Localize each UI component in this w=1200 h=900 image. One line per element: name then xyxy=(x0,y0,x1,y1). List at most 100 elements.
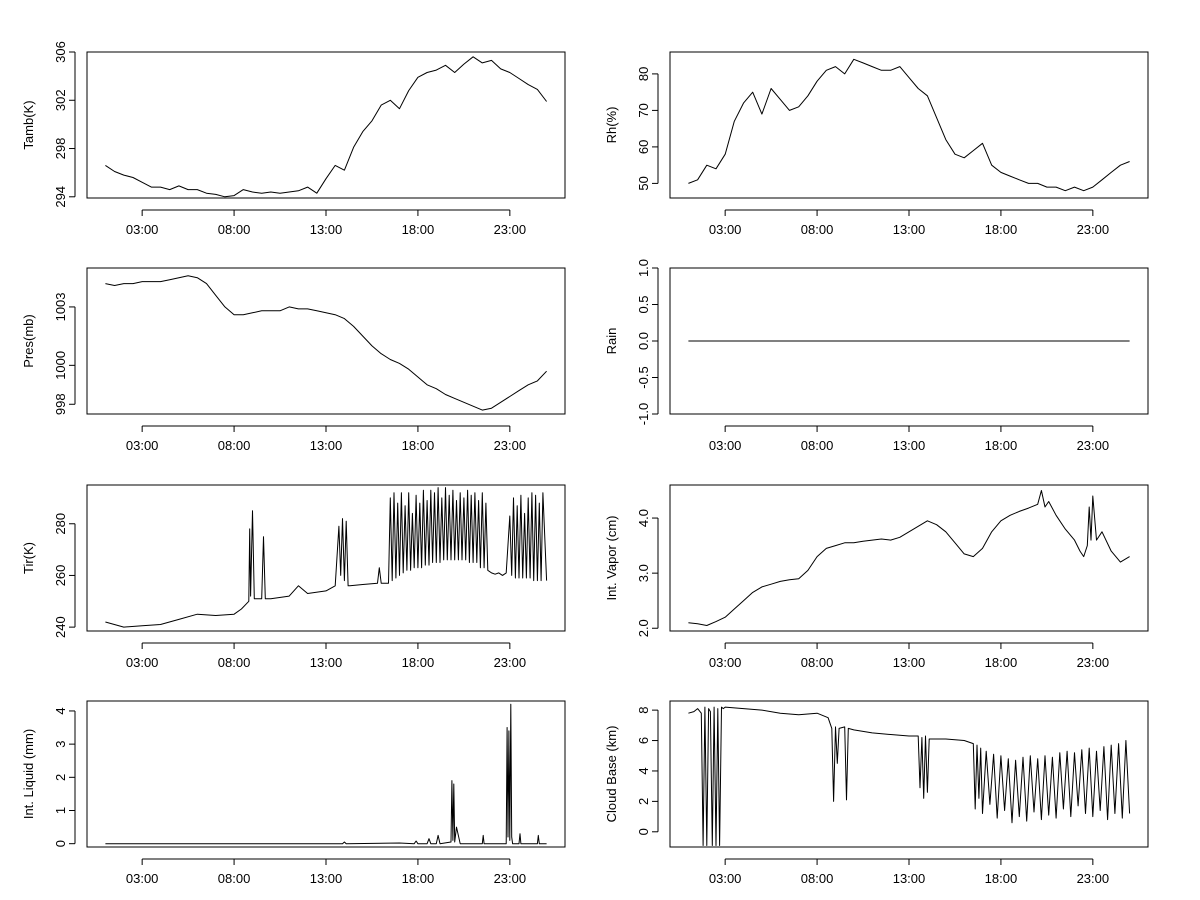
x-tick-label: 13:00 xyxy=(893,655,926,670)
y-tick-label: 294 xyxy=(53,186,68,208)
y-axis-title: Int. Liquid (mm) xyxy=(21,729,36,819)
y-tick-label: 2 xyxy=(636,798,651,805)
x-tick-label: 18:00 xyxy=(402,871,435,886)
y-tick-label: 306 xyxy=(53,41,68,63)
x-tick-label: 18:00 xyxy=(402,438,435,453)
y-tick-label: 1 xyxy=(53,807,68,814)
y-axis-title: Rain xyxy=(604,328,619,355)
x-tick-label: 23:00 xyxy=(1077,655,1110,670)
y-axis-title: Pres(mb) xyxy=(21,314,36,367)
plot-frame xyxy=(669,51,1149,199)
x-tick-label: 13:00 xyxy=(310,222,343,237)
x-tick-label: 13:00 xyxy=(310,438,343,453)
x-tick-label: 03:00 xyxy=(126,871,159,886)
x-tick-label: 23:00 xyxy=(494,222,527,237)
plot-frame xyxy=(86,51,566,199)
panel-1: 03:00 08:00 13:00 18:00 23:00 50 60 70 80 Rh(%) xyxy=(604,51,1149,237)
x-tick-label: 13:00 xyxy=(893,871,926,886)
y-axis-title: Tamb(K) xyxy=(21,100,36,149)
plot-frame xyxy=(86,700,566,848)
y-tick-label: 0 xyxy=(53,840,68,847)
x-tick-label: 18:00 xyxy=(985,655,1018,670)
y-tick-label: 1003 xyxy=(53,292,68,321)
y-tick-label: 1000 xyxy=(53,351,68,380)
y-tick-label: 1.0 xyxy=(636,259,651,277)
panel-0: 03:00 08:00 13:00 18:00 23:00 294 298 302 306 Tam… xyxy=(21,41,566,237)
x-tick-label: 08:00 xyxy=(218,655,251,670)
y-tick-label: 60 xyxy=(636,140,651,154)
x-tick-label: 13:00 xyxy=(893,222,926,237)
x-tick-label: 23:00 xyxy=(494,655,527,670)
y-tick-label: 4 xyxy=(53,707,68,714)
x-tick-label: 18:00 xyxy=(402,222,435,237)
panel-7: 03:00 08:00 13:00 18:00 23:00 0 2 4 6 8 Cloud Base… xyxy=(604,700,1149,886)
y-tick-label: 80 xyxy=(636,67,651,81)
x-tick-label: 08:00 xyxy=(218,871,251,886)
x-tick-label: 03:00 xyxy=(709,438,742,453)
panel-2: 03:00 08:00 13:00 18:00 23:00 998 1000 1003 Pres… xyxy=(21,267,566,453)
y-tick-label: 0 xyxy=(636,828,651,835)
y-tick-label: 298 xyxy=(53,138,68,160)
x-tick-label: 08:00 xyxy=(801,438,834,453)
y-axis-title: Cloud Base (km) xyxy=(604,726,619,823)
y-tick-label: 6 xyxy=(636,737,651,744)
y-tick-label: 4 xyxy=(636,767,651,774)
panel-3: 03:00 08:00 13:00 18:00 23:00 -1.0 -0.5 0.0 0.5 1… xyxy=(604,259,1149,453)
x-tick-label: 13:00 xyxy=(310,655,343,670)
y-tick-label: 3 xyxy=(53,741,68,748)
y-tick-label: 998 xyxy=(53,393,68,415)
x-tick-label: 08:00 xyxy=(218,222,251,237)
y-tick-label: 2.0 xyxy=(636,619,651,637)
x-tick-label: 13:00 xyxy=(893,438,926,453)
x-tick-label: 08:00 xyxy=(801,222,834,237)
y-tick-label: -0.5 xyxy=(636,366,651,388)
x-tick-label: 23:00 xyxy=(494,438,527,453)
y-tick-label: 8 xyxy=(636,707,651,714)
plot-frame xyxy=(86,484,566,632)
y-tick-label: 302 xyxy=(53,89,68,111)
x-tick-label: 08:00 xyxy=(801,871,834,886)
plot-frame xyxy=(669,267,1149,415)
y-tick-label: 0.0 xyxy=(636,332,651,350)
y-tick-label: 280 xyxy=(53,513,68,535)
x-tick-label: 08:00 xyxy=(218,438,251,453)
y-axis-title: Int. Vapor (cm) xyxy=(604,515,619,600)
series-line xyxy=(688,706,1131,846)
series-line xyxy=(105,487,548,628)
x-tick-label: 08:00 xyxy=(801,655,834,670)
x-tick-label: 23:00 xyxy=(494,871,527,886)
panel-6: 03:00 08:00 13:00 18:00 23:00 0 1 2 3 4 Int. Liqui… xyxy=(21,700,566,886)
plot-frame xyxy=(669,484,1149,632)
x-tick-label: 03:00 xyxy=(709,871,742,886)
y-tick-label: 0.5 xyxy=(636,295,651,313)
x-tick-label: 18:00 xyxy=(985,871,1018,886)
series-line xyxy=(688,58,1130,192)
x-tick-label: 03:00 xyxy=(126,438,159,453)
y-tick-label: 240 xyxy=(53,616,68,638)
panel-4: 03:00 08:00 13:00 18:00 23:00 240 260 280 Tir(K) xyxy=(21,484,566,670)
x-tick-label: 03:00 xyxy=(126,655,159,670)
y-axis-title: Tir(K) xyxy=(21,542,36,574)
y-tick-label: -1.0 xyxy=(636,403,651,425)
y-tick-label: 70 xyxy=(636,103,651,117)
x-tick-label: 23:00 xyxy=(1077,222,1110,237)
x-tick-label: 03:00 xyxy=(126,222,159,237)
y-axis-title: Rh(%) xyxy=(604,107,619,144)
y-tick-label: 3.0 xyxy=(636,564,651,582)
x-tick-label: 03:00 xyxy=(709,222,742,237)
panel-5: 03:00 08:00 13:00 18:00 23:00 2.0 3.0 4.0 Int. V… xyxy=(604,484,1149,670)
y-tick-label: 4.0 xyxy=(636,509,651,527)
plot-frame xyxy=(86,267,566,415)
x-tick-label: 23:00 xyxy=(1077,871,1110,886)
series-line xyxy=(105,275,547,411)
y-tick-label: 2 xyxy=(53,774,68,781)
x-tick-label: 18:00 xyxy=(985,438,1018,453)
series-line xyxy=(105,703,547,845)
x-tick-label: 18:00 xyxy=(402,655,435,670)
series-line xyxy=(688,490,1130,626)
x-tick-label: 18:00 xyxy=(985,222,1018,237)
plot-frame xyxy=(669,700,1149,848)
x-tick-label: 13:00 xyxy=(310,871,343,886)
y-tick-label: 260 xyxy=(53,565,68,587)
